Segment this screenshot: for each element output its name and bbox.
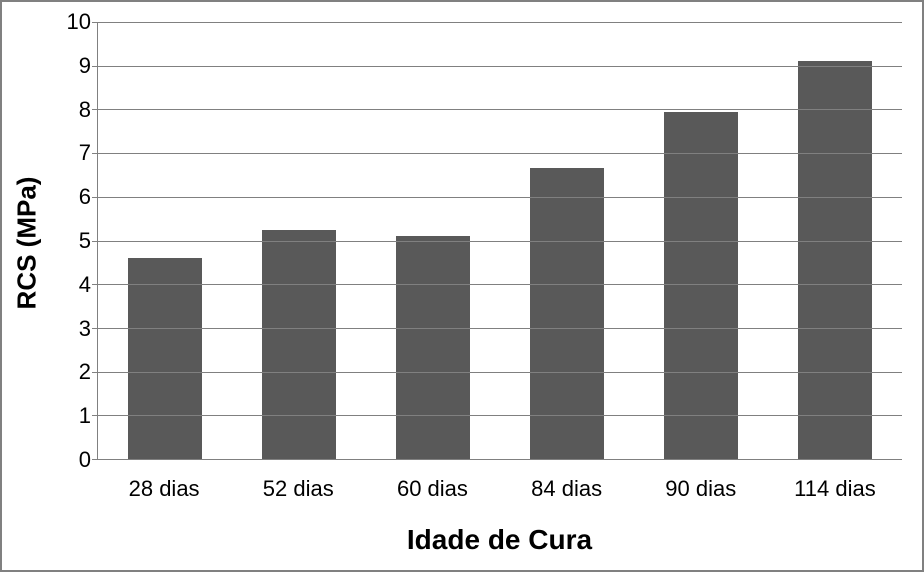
y-tick-label: 3 <box>79 316 91 342</box>
chart-frame: RCS (MPa) 0 1 2 3 4 5 6 7 8 9 10 28 dias52 dias60 … <box>0 0 924 572</box>
x-axis: 28 dias52 dias60 dias84 dias90 dias114 d… <box>97 470 902 510</box>
bar <box>396 236 470 459</box>
gridline <box>98 109 902 110</box>
x-tick-label: 52 dias <box>231 470 365 510</box>
y-tick-label: 10 <box>67 9 91 35</box>
y-tick-mark <box>92 415 98 416</box>
gridline <box>98 66 902 67</box>
bar <box>798 61 872 459</box>
x-axis-title: Idade de Cura <box>97 524 902 556</box>
x-tick-label: 28 dias <box>97 470 231 510</box>
y-tick-label: 1 <box>79 403 91 429</box>
y-axis-title: RCS (MPa) <box>12 177 43 310</box>
x-tick-label: 60 dias <box>365 470 499 510</box>
y-tick-mark <box>92 328 98 329</box>
y-tick-mark <box>92 109 98 110</box>
bar <box>664 112 738 459</box>
x-tick-label: 90 dias <box>634 470 768 510</box>
gridline <box>98 241 902 242</box>
y-tick-mark <box>92 459 98 460</box>
bar <box>128 258 202 459</box>
y-tick-label: 0 <box>79 447 91 473</box>
y-tick-label: 5 <box>79 228 91 254</box>
gridline <box>98 415 902 416</box>
gridline <box>98 284 902 285</box>
y-tick-label: 4 <box>79 272 91 298</box>
y-tick-mark <box>92 153 98 154</box>
gridline <box>98 197 902 198</box>
x-tick-label: 114 dias <box>768 470 902 510</box>
y-tick-mark <box>92 372 98 373</box>
y-tick-mark <box>92 22 98 23</box>
y-tick-mark <box>92 241 98 242</box>
y-tick-mark <box>92 197 98 198</box>
y-tick-label: 7 <box>79 140 91 166</box>
chart-body <box>97 22 902 460</box>
gridline <box>98 153 902 154</box>
y-tick-mark <box>92 284 98 285</box>
y-tick-mark <box>92 66 98 67</box>
y-tick-label: 6 <box>79 184 91 210</box>
gridline <box>98 372 902 373</box>
y-tick-label: 9 <box>79 53 91 79</box>
gridline <box>98 22 902 23</box>
y-tick-label: 8 <box>79 97 91 123</box>
bar <box>262 230 336 459</box>
gridline <box>98 328 902 329</box>
y-tick-label: 2 <box>79 359 91 385</box>
plot-area <box>97 22 902 460</box>
x-tick-label: 84 dias <box>500 470 634 510</box>
